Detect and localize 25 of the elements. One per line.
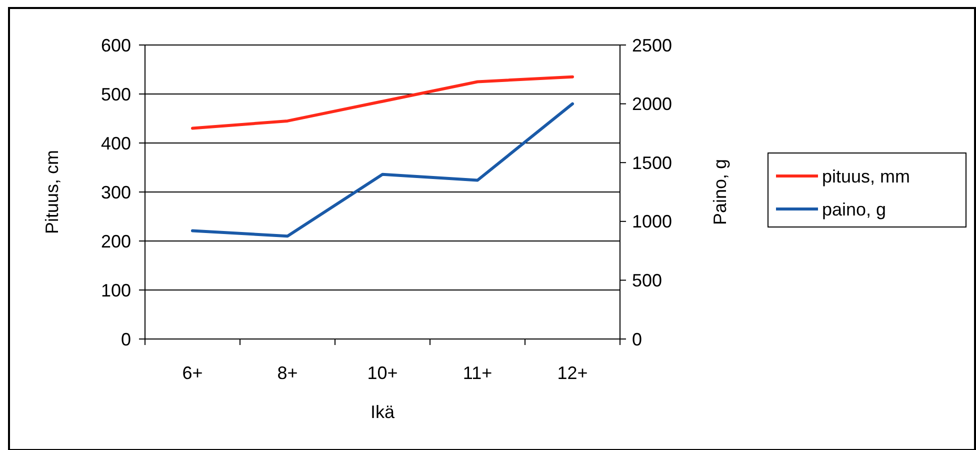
legend-label: paino, g: [822, 199, 886, 220]
y-tick-label: 300: [100, 182, 131, 202]
x-tick-label: 11+: [462, 363, 492, 383]
x-tick-label: 10+: [367, 363, 398, 383]
legend-label: pituus, mm: [822, 166, 910, 186]
line-series: [191, 75, 574, 130]
y-tick-label: 200: [100, 231, 131, 252]
y2-tick-label: 1500: [632, 152, 672, 173]
y2-tick-label: 500: [632, 270, 662, 290]
y2-axis-title: Paino, g: [710, 158, 730, 226]
x-tick-label: 12+: [557, 363, 588, 383]
y-tick-label: 600: [100, 35, 131, 56]
y-tick-label: 100: [100, 280, 131, 300]
y-tick-label: 400: [100, 133, 131, 154]
y2-tick-label: 0: [632, 329, 642, 350]
y2-tick-label: 1000: [632, 212, 672, 232]
x-tick-label: 8+: [277, 363, 298, 383]
x-tick-label: 6+: [182, 363, 203, 383]
y2-tick-label: 2500: [632, 35, 672, 56]
y2-tick-label: 2000: [632, 94, 672, 114]
line-series: [191, 102, 574, 238]
y-axis-title: Pituus, cm: [42, 150, 62, 234]
x-axis-title: Ikä: [370, 402, 396, 422]
y-tick-label: 0: [120, 329, 131, 350]
y-tick-label: 500: [100, 84, 131, 104]
